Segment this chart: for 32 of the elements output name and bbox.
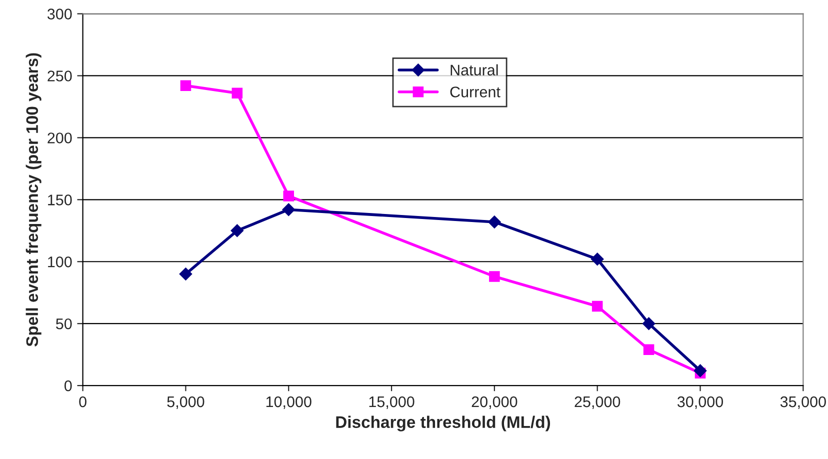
point (180, 80, 192, 92)
point (282, 203, 296, 216)
y-tick-label: 150 (48, 194, 72, 206)
x-tick-label: 10,000 (266, 396, 312, 410)
point (590, 252, 604, 266)
y-tick-label: 0 (64, 380, 72, 392)
y-tick-label: 50 (56, 318, 72, 330)
point (232, 88, 243, 98)
point (283, 190, 294, 202)
point (592, 300, 603, 312)
y-tick-label: 200 (48, 132, 72, 144)
x-tick-label: 35,000 (780, 396, 826, 410)
y-tick-label: 250 (48, 70, 72, 82)
x-tick-label: 30,000 (677, 396, 724, 410)
point (694, 364, 707, 378)
point (179, 268, 192, 280)
x-tick-label: 20,000 (472, 396, 518, 410)
point (489, 271, 500, 282)
y-tick-label: 100 (48, 256, 72, 268)
x-tick-label: 0 (79, 396, 86, 408)
point (642, 317, 656, 330)
legend-label: Natural (450, 64, 498, 76)
y-axis-title: Spell event frequency (per 100 years) (26, 53, 42, 346)
point (488, 216, 501, 228)
point (643, 344, 654, 355)
x-tick-label: 25,000 (574, 396, 620, 410)
y-tick-label: 300 (47, 8, 72, 20)
x-tick-label: 15,000 (369, 396, 414, 410)
x-tick-label: 5,000 (167, 396, 204, 410)
x-axis-title: Discharge threshold (ML/d) (336, 416, 550, 432)
legend-label: Current (450, 86, 500, 98)
point (230, 224, 244, 238)
